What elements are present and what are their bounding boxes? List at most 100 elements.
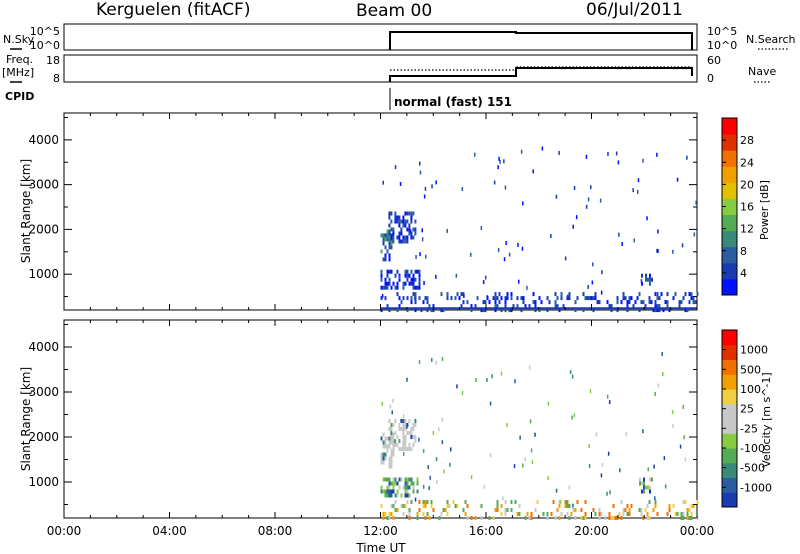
echo-cell: [584, 516, 587, 520]
echo-scatter: [632, 188, 634, 193]
echo-cell: [418, 281, 421, 286]
echo-cell: [666, 292, 669, 297]
echo-scatter: [572, 503, 574, 508]
echo-scatter: [555, 194, 558, 199]
echo-scatter: [436, 480, 438, 485]
echo-cell: [400, 419, 403, 423]
echo-cell: [386, 485, 389, 490]
echo-cell: [392, 423, 395, 427]
echo-cell: [404, 223, 407, 228]
echo-cell: [643, 477, 645, 482]
echo-cell: [430, 500, 433, 504]
echo-cell: [386, 233, 389, 238]
echo-cell: [688, 516, 691, 520]
echo-cell: [390, 435, 393, 439]
echo-cell: [398, 439, 401, 443]
cpid-label: CPID: [5, 90, 34, 103]
echo-scatter: [486, 377, 488, 382]
echo-cell: [480, 308, 483, 313]
echo-cell: [418, 277, 421, 282]
echo-cell: [446, 500, 449, 504]
echo-cell: [396, 269, 399, 274]
freq-trace: [389, 67, 693, 82]
velocity-colorbar-bar: [722, 330, 737, 508]
echo-cell: [402, 296, 405, 301]
echo-cell: [408, 231, 411, 236]
echo-cell: [386, 516, 389, 520]
echo-cell: [584, 500, 587, 504]
echo-cell: [656, 304, 659, 309]
echo-cell: [636, 296, 639, 301]
echo-cell: [520, 308, 523, 313]
y-tick-label: 3000: [28, 178, 59, 192]
echo-cell: [382, 233, 385, 238]
echo-scatter: [419, 161, 421, 166]
echo-cell: [562, 304, 565, 309]
echo-scatter: [491, 374, 493, 379]
echo-cell: [432, 508, 435, 512]
echo-scatter: [521, 246, 524, 251]
echo-cell: [494, 508, 497, 512]
echo-cell: [404, 493, 407, 498]
echo-cell: [412, 273, 415, 278]
echo-cell: [662, 308, 665, 313]
echo-scatter: [392, 398, 394, 403]
echo-cell: [598, 516, 601, 520]
echo-cell: [400, 239, 403, 244]
echo-cell: [658, 304, 661, 309]
echo-cell: [380, 489, 383, 494]
echo-cell: [424, 296, 427, 301]
echo-cell: [442, 308, 445, 313]
echo-scatter: [547, 475, 549, 480]
echo-cell: [666, 512, 669, 516]
echo-cell: [462, 300, 465, 305]
echo-scatter: [381, 401, 383, 406]
echo-cell: [612, 516, 615, 520]
echo-cell: [626, 512, 629, 516]
echo-cell: [392, 239, 395, 244]
echo-cell: [645, 485, 647, 490]
echo-cell: [642, 516, 645, 520]
echo-scatter: [438, 427, 440, 432]
echo-cell: [388, 211, 391, 216]
echo-cell: [382, 452, 385, 457]
echo-cell: [410, 211, 413, 216]
echo-scatter: [559, 499, 562, 504]
echo-cell: [388, 444, 391, 449]
echo-cell: [554, 292, 557, 297]
echo-scatter: [486, 295, 488, 300]
echo-scatter: [431, 184, 433, 189]
echo-cell: [596, 300, 599, 305]
echo-scatter: [489, 453, 492, 457]
echo-cell: [400, 227, 403, 232]
echo-cell: [410, 477, 413, 482]
echo-cell: [644, 304, 647, 309]
echo-cell: [628, 512, 631, 516]
echo-cell: [494, 308, 497, 313]
echo-cell: [412, 292, 415, 297]
echo-scatter: [461, 391, 464, 395]
echo-cell: [406, 485, 409, 490]
echo-cell: [518, 512, 521, 516]
echo-scatter: [654, 496, 656, 501]
echo-scatter: [656, 248, 658, 253]
echo-cell: [556, 304, 559, 309]
velocity-ylabel: Slant Range [km]: [19, 367, 33, 471]
echo-cell: [412, 281, 415, 286]
echo-cell: [647, 277, 649, 282]
echo-cell: [398, 231, 401, 236]
echo-cell: [608, 516, 611, 520]
echo-scatter: [573, 186, 576, 190]
echo-cell: [412, 435, 415, 439]
echo-cell: [390, 489, 393, 494]
echo-cell: [418, 273, 421, 278]
echo-scatter: [485, 275, 487, 280]
echo-cell: [606, 300, 609, 305]
colorbar-tick-label: -500: [740, 462, 765, 475]
echo-cell: [394, 508, 397, 512]
echo-scatter: [569, 370, 572, 375]
echo-cell: [528, 304, 531, 309]
echo-cell: [496, 296, 499, 301]
echo-cell: [390, 423, 393, 427]
echo-cell: [426, 296, 429, 301]
